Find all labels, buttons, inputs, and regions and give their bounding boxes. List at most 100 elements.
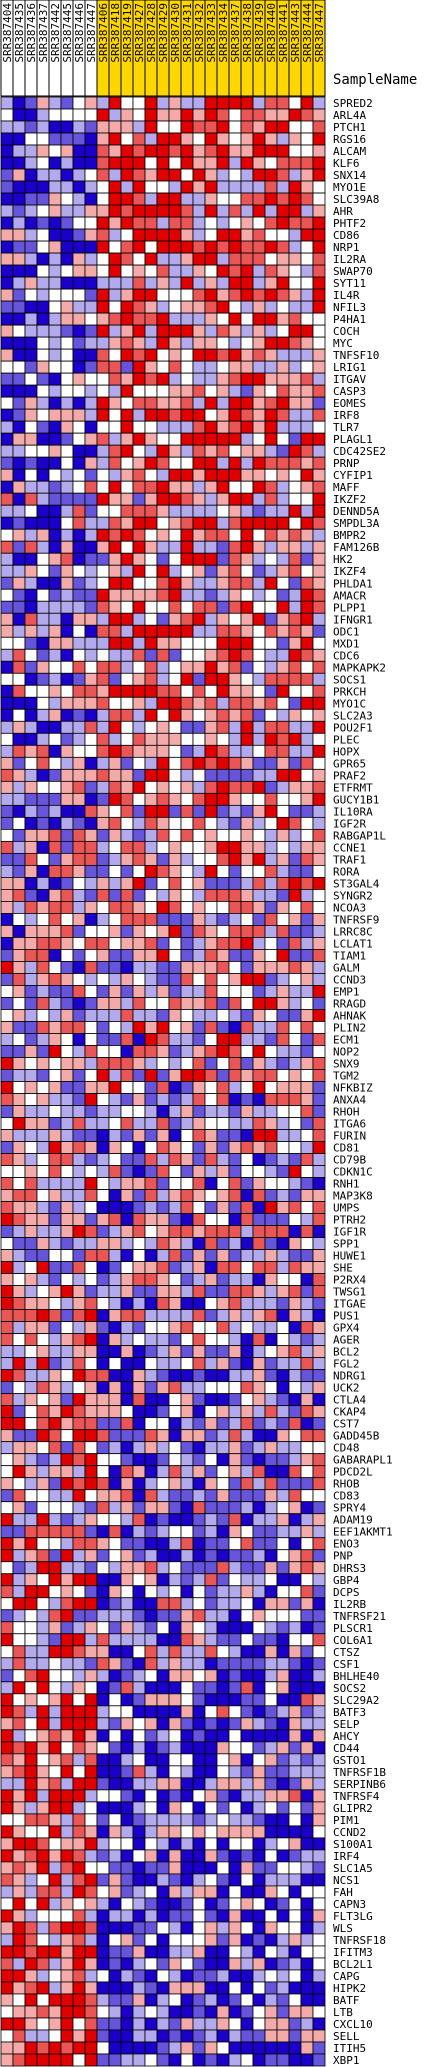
heatmap-cell xyxy=(72,1657,86,1671)
heatmap-cell xyxy=(96,684,110,698)
heatmap-cell xyxy=(120,2029,134,2043)
heatmap-cell xyxy=(180,1585,194,1599)
heatmap-cell xyxy=(12,1753,26,1767)
heatmap-cell xyxy=(264,1477,278,1491)
heatmap-cell xyxy=(168,1249,182,1262)
heatmap-cell xyxy=(180,168,194,182)
heatmap-cell xyxy=(216,432,230,446)
heatmap-cell xyxy=(24,1921,38,1935)
heatmap-cell xyxy=(252,1177,266,1190)
heatmap-cell xyxy=(60,1477,74,1491)
heatmap-cell xyxy=(72,216,86,230)
heatmap-cell xyxy=(108,889,122,902)
heatmap-cell xyxy=(240,2005,254,2019)
heatmap-cell xyxy=(168,1945,182,1959)
heatmap-cell xyxy=(288,1009,302,1022)
heatmap-cell xyxy=(300,1429,314,1443)
heatmap-cell xyxy=(144,1033,158,1046)
heatmap-cell xyxy=(72,1069,86,1082)
heatmap-cell xyxy=(216,780,230,794)
heatmap-cell xyxy=(120,1237,134,1250)
heatmap-cell xyxy=(120,108,134,122)
heatmap-cell xyxy=(144,420,158,434)
heatmap-cell xyxy=(48,1369,62,1383)
heatmap-cell xyxy=(48,120,62,134)
heatmap-cell xyxy=(36,132,50,146)
heatmap-cell xyxy=(300,1777,314,1791)
row-label: AMACR xyxy=(333,589,366,602)
heatmap-cell xyxy=(108,1333,122,1347)
heatmap-cell xyxy=(264,1669,278,1683)
row-label: IKZF4 xyxy=(333,565,366,578)
heatmap-cell xyxy=(132,1633,146,1647)
heatmap-cell xyxy=(180,1201,194,1214)
heatmap-cell xyxy=(120,1045,134,1058)
heatmap-cell xyxy=(48,756,62,770)
heatmap-cell xyxy=(156,1729,170,1743)
heatmap-cell xyxy=(48,804,62,818)
heatmap-cell xyxy=(288,408,302,422)
heatmap-cell xyxy=(120,396,134,410)
heatmap-cell xyxy=(24,1693,38,1707)
heatmap-cell xyxy=(204,1441,218,1455)
heatmap-cell xyxy=(156,1237,170,1250)
heatmap-cell xyxy=(312,372,326,386)
heatmap-cell xyxy=(228,1153,242,1166)
heatmap-cell xyxy=(312,120,326,134)
heatmap-cell xyxy=(312,985,326,998)
heatmap-cell xyxy=(288,1501,302,1515)
heatmap-cell xyxy=(228,528,242,542)
heatmap-cell xyxy=(288,1045,302,1058)
heatmap-cell xyxy=(0,216,14,230)
heatmap-cell xyxy=(288,300,302,314)
heatmap-cell xyxy=(36,1333,50,1347)
heatmap-cell xyxy=(48,1861,62,1875)
heatmap-cell xyxy=(0,1249,14,1262)
heatmap-cell xyxy=(12,588,26,602)
heatmap-cell xyxy=(24,1357,38,1371)
heatmap-cell xyxy=(168,1237,182,1250)
heatmap-cell xyxy=(156,1561,170,1575)
heatmap-cell xyxy=(240,108,254,122)
heatmap-cell xyxy=(132,384,146,398)
heatmap-cell xyxy=(240,1621,254,1635)
heatmap-cell xyxy=(144,1321,158,1335)
heatmap-cell xyxy=(84,1045,98,1058)
heatmap-cell xyxy=(276,1741,290,1755)
heatmap-cell xyxy=(192,2017,206,2031)
heatmap-cell xyxy=(228,504,242,518)
heatmap-cell xyxy=(12,108,26,122)
heatmap-cell xyxy=(204,300,218,314)
heatmap-cell xyxy=(228,1537,242,1551)
heatmap-cell xyxy=(216,1261,230,1274)
heatmap-cell xyxy=(24,480,38,494)
heatmap-cell xyxy=(24,708,38,722)
heatmap-cell xyxy=(276,396,290,410)
heatmap-cell xyxy=(312,1993,326,2007)
heatmap-cell xyxy=(96,816,110,830)
heatmap-cell xyxy=(12,1045,26,1058)
heatmap-cell xyxy=(60,1861,74,1875)
heatmap-cell xyxy=(156,1609,170,1623)
heatmap-cell xyxy=(228,744,242,758)
heatmap-cell xyxy=(24,1273,38,1287)
heatmap-cell xyxy=(36,528,50,542)
heatmap-cell xyxy=(216,2029,230,2043)
heatmap-cell xyxy=(0,744,14,758)
heatmap-cell xyxy=(168,588,182,602)
heatmap-cell xyxy=(144,1729,158,1743)
heatmap-cell xyxy=(120,1789,134,1803)
heatmap-cell xyxy=(132,2053,146,2067)
column-label: SRR387427 xyxy=(133,3,146,63)
heatmap-cell xyxy=(192,1153,206,1166)
heatmap-cell xyxy=(60,372,74,386)
heatmap-cell xyxy=(84,1933,98,1947)
heatmap-cell xyxy=(12,600,26,614)
heatmap-cell xyxy=(120,360,134,374)
heatmap-cell xyxy=(216,312,230,326)
heatmap-cell xyxy=(252,1069,266,1082)
heatmap-cell xyxy=(12,1645,26,1659)
heatmap-cell xyxy=(156,384,170,398)
heatmap-cell xyxy=(84,240,98,254)
heatmap-cell xyxy=(144,2029,158,2043)
